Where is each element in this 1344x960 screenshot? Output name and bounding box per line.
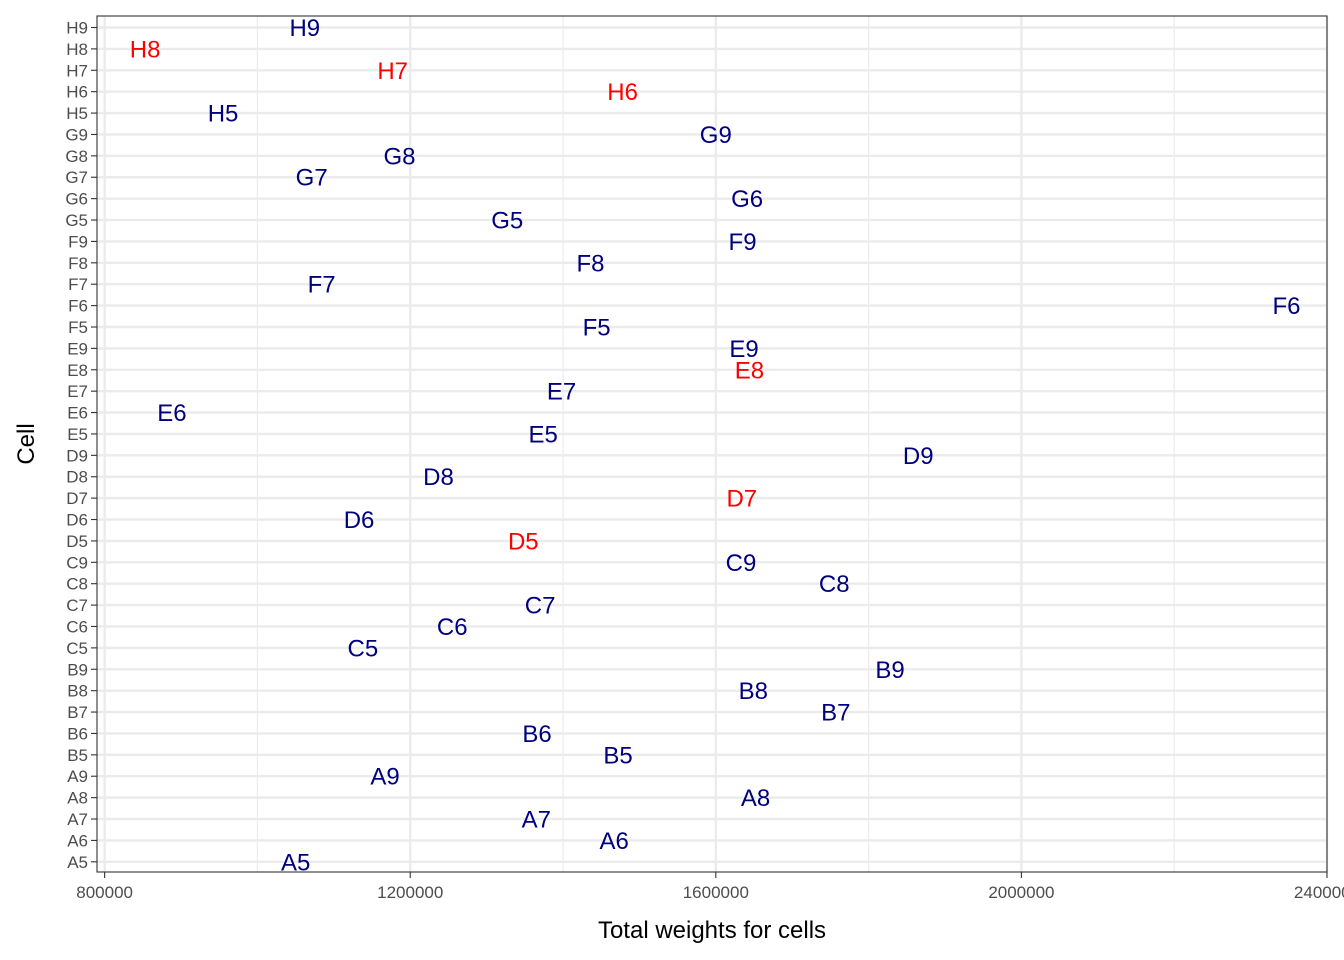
point-label-h9: H9 [289,15,320,42]
y-tick-label: E7 [67,382,88,401]
y-tick-label: G6 [65,190,88,209]
y-tick-label: A9 [67,767,88,786]
y-tick-label: H9 [66,19,88,38]
y-tick-label: D9 [66,446,88,465]
point-label-c8: C8 [819,571,850,598]
x-axis-title: Total weights for cells [598,917,826,944]
point-label-f9: F9 [729,229,757,256]
point-label-d6: D6 [344,507,375,534]
point-label-e9: E9 [729,336,758,363]
y-tick-label: H5 [66,104,88,123]
panel-background [97,16,1327,872]
y-tick-label: C6 [66,617,88,636]
x-tick-label: 1200000 [377,883,443,902]
y-tick-label: C8 [66,575,88,594]
x-tick-label: 2000000 [988,883,1054,902]
point-label-e7: E7 [547,379,576,406]
point-label-a8: A8 [741,785,770,812]
point-label-h6: H6 [607,79,638,106]
point-label-d5: D5 [508,528,539,555]
y-tick-label: F6 [68,297,88,316]
minor-gridlines [256,16,1175,872]
y-tick-label: H8 [66,40,88,59]
point-labels: A5A6A7A8A9B5B6B7B8B9C5C6C7C8C9D5D6D7D8D9… [130,15,1301,876]
point-label-a6: A6 [600,828,629,855]
y-tick-label: B7 [67,703,88,722]
point-label-c7: C7 [525,593,556,620]
point-label-h8: H8 [130,36,161,63]
point-label-f6: F6 [1273,293,1301,320]
y-tick-label: G5 [65,211,88,230]
x-tick-label: 800000 [76,883,133,902]
y-tick-label: G8 [65,147,88,166]
point-label-g7: G7 [296,165,328,192]
point-label-b6: B6 [522,721,551,748]
y-tick-label: C5 [66,639,88,658]
y-tick-label: E6 [67,404,88,423]
y-tick-label: A8 [67,789,88,808]
y-tick-label: H6 [66,83,88,102]
point-label-f8: F8 [577,250,605,277]
y-tick-label: F7 [68,275,88,294]
y-tick-label: A5 [67,853,88,872]
point-label-e5: E5 [528,421,557,448]
point-label-h5: H5 [208,101,239,128]
y-axis: A5 A6 A7 A8 A9 B5 B6 B7 B8 B9 C5 C6 C7 C8 C9 D5 D6 D7 D8 D9… [65,19,97,872]
point-label-g9: G9 [700,122,732,149]
y-tick-label: A7 [67,810,88,829]
y-tick-label: D7 [66,489,88,508]
point-label-e6: E6 [157,400,186,427]
point-label-d9: D9 [903,443,934,470]
y-tick-label: C9 [66,553,88,572]
point-label-b9: B9 [875,657,904,684]
point-label-a7: A7 [522,807,551,834]
y-tick-label: F9 [68,232,88,251]
point-label-c5: C5 [348,635,379,662]
point-label-g6: G6 [731,186,763,213]
y-tick-label: H7 [66,61,88,80]
y-tick-label: B6 [67,724,88,743]
point-label-b7: B7 [821,700,850,727]
y-tick-label: E9 [67,339,88,358]
y-tick-label: D6 [66,511,88,530]
point-label-f5: F5 [583,314,611,341]
point-label-h7: H7 [377,58,408,85]
y-tick-label: B9 [67,660,88,679]
y-tick-label: D5 [66,532,88,551]
point-label-c9: C9 [726,550,757,577]
y-tick-label: G7 [65,168,88,187]
y-tick-label: E5 [67,425,88,444]
point-label-e8: E8 [735,357,764,384]
y-tick-label: G9 [65,125,88,144]
point-label-d8: D8 [423,464,454,491]
y-tick-label: C7 [66,596,88,615]
y-tick-label: D8 [66,468,88,487]
point-label-f7: F7 [308,272,336,299]
point-label-c6: C6 [437,614,468,641]
y-tick-label: F8 [68,254,88,273]
point-label-b8: B8 [739,678,768,705]
x-tick-label: 2400000 [1294,883,1344,902]
point-label-g8: G8 [384,143,416,170]
point-label-d7: D7 [726,486,757,513]
y-tick-label: A6 [67,831,88,850]
y-tick-label: B8 [67,682,88,701]
y-tick-label: F5 [68,318,88,337]
point-label-a9: A9 [370,764,399,791]
panel-border [96,15,1328,873]
point-label-g5: G5 [491,208,523,235]
point-label-b5: B5 [603,742,632,769]
x-tick-label: 1600000 [683,883,749,902]
x-axis: 800000 1200000 1600000 2000000 2400000 [76,872,1344,902]
y-tick-label: E8 [67,361,88,380]
y-axis-title: Cell [13,423,40,464]
y-tick-label: B5 [67,746,88,765]
